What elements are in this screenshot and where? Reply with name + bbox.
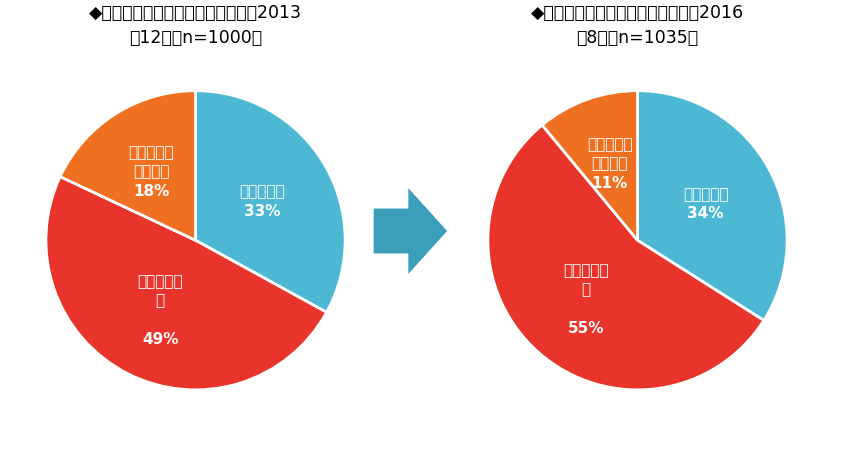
Text: 考えた事も
なかった
11%: 考えた事も なかった 11% bbox=[586, 137, 632, 190]
Text: 知っていた
34%: 知っていた 34% bbox=[683, 186, 728, 220]
Text: 知っていた
33%: 知っていた 33% bbox=[240, 184, 286, 219]
Wedge shape bbox=[46, 177, 326, 390]
Wedge shape bbox=[638, 92, 787, 321]
FancyArrow shape bbox=[374, 189, 447, 274]
Text: 知らなかっ
た

55%: 知らなかっ た 55% bbox=[564, 263, 609, 335]
Wedge shape bbox=[60, 92, 196, 241]
Wedge shape bbox=[196, 92, 345, 313]
Wedge shape bbox=[488, 126, 764, 390]
Text: 考えた事も
なかった
18%: 考えた事も なかった 18% bbox=[128, 145, 174, 198]
Text: 知らなかっ
た

49%: 知らなかっ た 49% bbox=[138, 274, 183, 346]
Title: ◆「ゆれ疲れ＝耳震性の低下」認知2013
年12月（n=1000）: ◆「ゆれ疲れ＝耳震性の低下」認知2013 年12月（n=1000） bbox=[89, 4, 302, 47]
Wedge shape bbox=[542, 92, 638, 241]
Title: ◆「ゆれ疲れ＝耳震性の低下」認知2016
年8月（n=1035）: ◆「ゆれ疲れ＝耳震性の低下」認知2016 年8月（n=1035） bbox=[531, 4, 744, 47]
